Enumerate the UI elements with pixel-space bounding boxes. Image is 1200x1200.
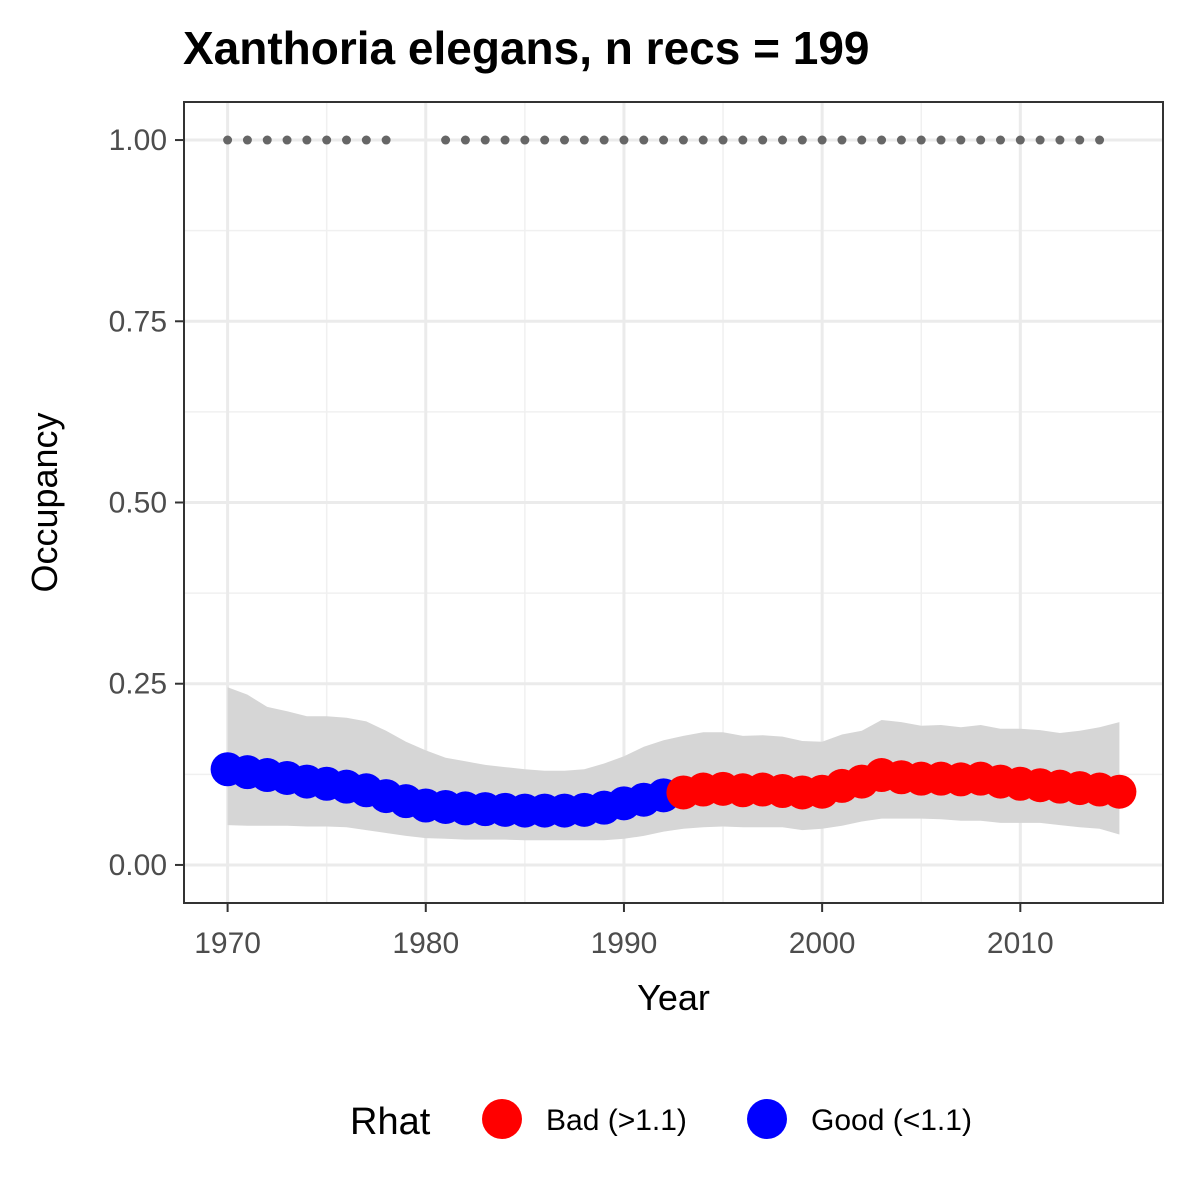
record-dot <box>540 135 550 145</box>
record-dot <box>995 135 1005 145</box>
legend-key-good <box>747 1099 787 1139</box>
occupancy-points <box>210 752 1137 828</box>
chart-title: Xanthoria elegans, n recs = 199 <box>183 22 870 74</box>
x-axis-title: Year <box>637 977 710 1018</box>
y-axis: 0.00 0.25 0.50 0.75 1.00 <box>109 124 184 882</box>
record-dot <box>698 135 708 145</box>
record-dot <box>1075 135 1085 145</box>
record-dot <box>342 135 352 145</box>
record-dot <box>738 135 748 145</box>
y-tick-label: 0.00 <box>109 849 167 882</box>
record-dot <box>758 135 768 145</box>
record-dot <box>936 135 946 145</box>
plot-area <box>183 101 1164 904</box>
record-dot <box>460 135 470 145</box>
x-tick-label: 2000 <box>789 927 856 960</box>
record-dot <box>520 135 530 145</box>
record-dot <box>381 135 391 145</box>
record-dot <box>639 135 649 145</box>
record-dot <box>560 135 570 145</box>
x-tick-label: 1970 <box>194 927 261 960</box>
legend: Rhat Bad (>1.1) Good (<1.1) <box>350 1099 972 1143</box>
record-dots <box>223 135 1105 145</box>
legend-key-bad <box>482 1099 522 1139</box>
record-dot <box>1055 135 1065 145</box>
x-tick-label: 1990 <box>591 927 658 960</box>
record-dot <box>619 135 629 145</box>
record-dot <box>797 135 807 145</box>
record-dot <box>480 135 490 145</box>
record-dot <box>322 135 332 145</box>
record-dot <box>877 135 887 145</box>
record-dot <box>678 135 688 145</box>
record-dot <box>837 135 847 145</box>
record-dot <box>956 135 966 145</box>
y-tick-label: 0.25 <box>109 668 167 701</box>
legend-label-good: Good (<1.1) <box>811 1104 972 1137</box>
record-dot <box>817 135 827 145</box>
record-dot <box>302 135 312 145</box>
legend-label-bad: Bad (>1.1) <box>546 1104 687 1137</box>
record-dot <box>579 135 589 145</box>
record-dot <box>896 135 906 145</box>
legend-title: Rhat <box>350 1101 431 1143</box>
y-tick-label: 0.75 <box>109 305 167 338</box>
x-axis: 1970 1980 1990 2000 2010 <box>194 903 1054 960</box>
record-dot <box>262 135 272 145</box>
point-bad <box>1102 774 1137 809</box>
record-dot <box>1015 135 1025 145</box>
x-tick-label: 2010 <box>987 927 1054 960</box>
record-dot <box>599 135 609 145</box>
record-dot <box>223 135 233 145</box>
record-dot <box>282 135 292 145</box>
x-tick-label: 1980 <box>392 927 459 960</box>
record-dot <box>1035 135 1045 145</box>
record-dot <box>361 135 371 145</box>
record-dot <box>659 135 669 145</box>
record-dot <box>242 135 252 145</box>
record-dot <box>718 135 728 145</box>
record-dot <box>441 135 451 145</box>
y-tick-label: 0.50 <box>109 487 167 520</box>
record-dot <box>1095 135 1105 145</box>
y-axis-title: Occupancy <box>24 412 65 592</box>
record-dot <box>916 135 926 145</box>
y-tick-label: 1.00 <box>109 124 167 157</box>
record-dot <box>777 135 787 145</box>
record-dot <box>976 135 986 145</box>
record-dot <box>500 135 510 145</box>
record-dot <box>857 135 867 145</box>
